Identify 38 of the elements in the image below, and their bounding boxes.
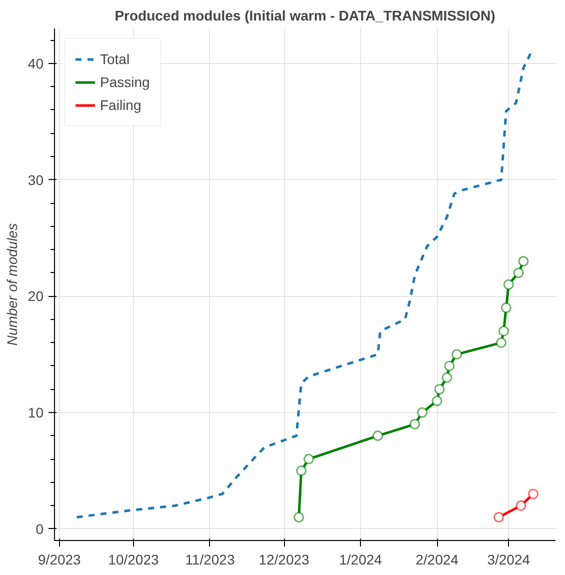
y-tick-label: 10: [28, 404, 44, 420]
point: [434, 384, 445, 394]
point: [294, 512, 304, 522]
y-tick-label: 20: [28, 288, 44, 304]
point: [513, 268, 524, 278]
x-tick-label: 3/2024: [487, 552, 530, 568]
point: [432, 396, 442, 406]
point: [416, 407, 428, 418]
point: [500, 302, 512, 314]
y-tick-label: 30: [28, 172, 44, 188]
point: [372, 430, 384, 442]
legend-label: Passing: [100, 74, 150, 90]
point: [518, 256, 529, 266]
x-tick-label: 11/2023: [185, 552, 235, 568]
x-tick-label: 1/2024: [339, 552, 382, 568]
point: [493, 512, 504, 522]
chart-title: Produced modules (Initial warm - DATA_TRANSMISSION): [114, 8, 496, 24]
x-tick-label: 9/2023: [38, 552, 82, 568]
point: [303, 454, 314, 464]
point: [498, 326, 509, 336]
legend-label: Failing: [100, 97, 142, 113]
point: [528, 488, 539, 500]
point: [516, 500, 526, 511]
x-tick-label: 12/2023: [258, 552, 310, 568]
point: [410, 418, 420, 430]
point: [496, 337, 506, 348]
point: [503, 279, 514, 290]
x-tick-label: 2/2024: [416, 552, 459, 568]
line-series: [75, 52, 532, 518]
y-tick-label: 0: [36, 520, 44, 537]
point: [442, 372, 452, 383]
y-tick-label: 40: [28, 55, 44, 72]
point: [296, 465, 307, 476]
point: [444, 360, 455, 372]
point: [452, 349, 462, 360]
x-tick-label: 10/2023: [108, 552, 159, 568]
legend-label: Total: [100, 51, 130, 67]
y-axis-title: Number of modules: [4, 223, 20, 346]
